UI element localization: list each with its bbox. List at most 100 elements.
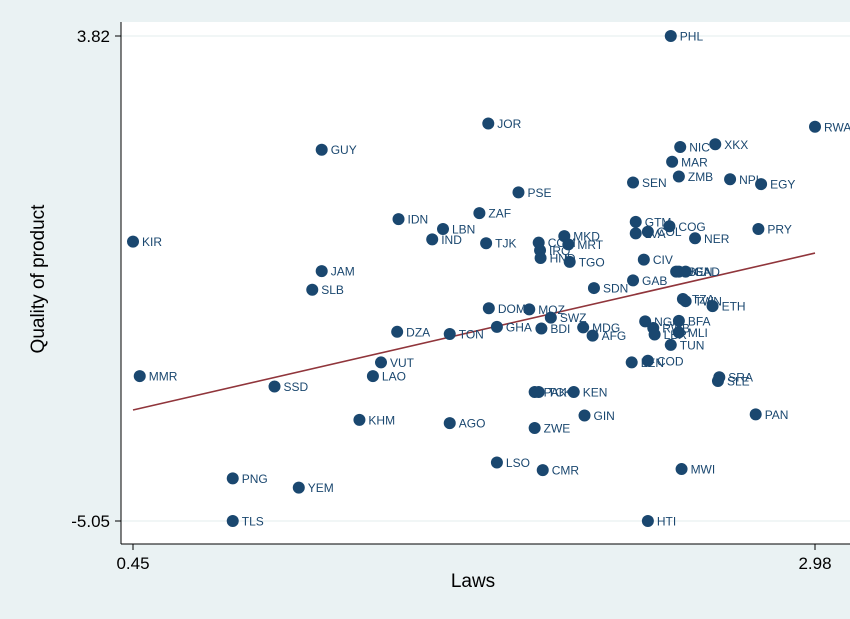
point-label-lao: LAO: [382, 370, 406, 384]
point-label-moz: MOZ: [538, 303, 565, 317]
data-point-guy: [315, 143, 328, 156]
x-tick-label-max: 2.98: [798, 554, 831, 573]
y-tick-label-max: 3.82: [77, 27, 110, 46]
point-label-lso: LSO: [506, 456, 530, 470]
point-label-yem: YEM: [308, 481, 334, 495]
point-label-nic: NIC: [689, 140, 710, 154]
point-label-tck: TCK: [548, 385, 572, 399]
y-tick-label-min: -5.05: [71, 512, 110, 531]
point-label-zaf: ZAF: [488, 207, 511, 221]
data-point-cmr: [536, 464, 549, 477]
data-point-ton: [443, 327, 456, 340]
data-point-cod: [641, 354, 654, 367]
point-label-ton: TON: [459, 327, 484, 341]
data-point-eth: [706, 300, 719, 313]
data-point-npl: [724, 173, 737, 186]
data-point-afg: [586, 329, 599, 342]
data-point-lbr: [648, 328, 661, 341]
data-point-mar: [666, 155, 679, 168]
point-label-guy: GUY: [331, 143, 357, 157]
point-label-ben: BEN: [688, 265, 713, 279]
point-label-col: COL: [657, 225, 682, 239]
data-point-cog: [663, 220, 676, 233]
point-label-ago: AGO: [459, 417, 486, 431]
data-point-png: [226, 472, 239, 485]
data-point-vut: [375, 356, 387, 369]
point-label-mwi: MWI: [691, 463, 716, 477]
data-point-kir: [127, 235, 139, 248]
data-point-twn: [679, 295, 692, 308]
data-point-egy: [755, 178, 768, 191]
point-label-ssd: SSD: [284, 380, 309, 394]
point-label-cad: CAD: [695, 265, 721, 279]
data-point-ken: [567, 385, 580, 398]
data-point-lao: [366, 370, 379, 383]
point-label-ner: NER: [704, 232, 730, 246]
data-point-dza: [391, 325, 404, 338]
data-point-tun: [664, 338, 677, 351]
point-label-rwa: RWA: [824, 120, 850, 134]
point-label-pan: PAN: [765, 408, 789, 422]
point-label-hti: HTI: [657, 515, 676, 529]
data-point-mwi: [675, 463, 688, 476]
point-label-jor: JOR: [497, 117, 521, 131]
data-point-pry: [752, 223, 765, 236]
point-label-mkd: MKD: [573, 230, 600, 244]
point-label-mar: MAR: [681, 155, 708, 169]
data-point-khm: [353, 413, 366, 426]
data-point-swz: [544, 311, 557, 324]
data-point-gab: [627, 274, 640, 287]
data-point-ago: [443, 417, 456, 430]
data-point-mdg: [577, 321, 590, 334]
data-point-lbn: [437, 223, 449, 236]
point-label-mmr: MMR: [149, 370, 178, 384]
data-point-yem: [292, 481, 305, 494]
data-point-sdn: [587, 282, 600, 295]
point-label-vut: VUT: [390, 356, 415, 370]
point-label-ind: IND: [441, 233, 462, 247]
point-label-mrt: MRT: [577, 238, 603, 252]
point-label-slb: SLB: [321, 283, 344, 297]
data-point-pan: [749, 408, 762, 421]
point-label-eth: ETH: [722, 300, 746, 314]
data-point-hnd: [534, 251, 547, 264]
point-label-mli: MLI: [688, 326, 708, 340]
data-point-pse: [512, 186, 525, 199]
point-label-dza: DZA: [406, 325, 430, 339]
point-label-lbn: LBN: [452, 223, 475, 237]
data-point-cad: [679, 265, 692, 278]
data-point-sle: [711, 375, 724, 388]
data-point-bfa: [672, 314, 685, 327]
data-point-gtm: [629, 215, 642, 228]
data-point-slb: [306, 283, 319, 296]
data-point-lva: [629, 227, 642, 240]
point-label-irq: IRQ: [549, 244, 570, 258]
data-point-mli: [672, 326, 685, 339]
point-label-jam: JAM: [331, 265, 355, 279]
point-label-cmr: CMR: [552, 464, 580, 478]
point-label-sle: SLE: [727, 375, 750, 389]
axis-ticks: [115, 35, 816, 550]
data-point-lso: [490, 456, 503, 469]
data-point-ssd: [268, 380, 281, 393]
data-point-tjk: [480, 237, 493, 250]
data-point-tgo: [563, 255, 576, 268]
point-label-gab: GAB: [642, 274, 667, 288]
fitted-regression-line: [132, 252, 816, 411]
data-point-sen: [627, 176, 640, 189]
point-label-sdn: SDN: [603, 282, 628, 296]
point-label-swz: SWZ: [560, 311, 587, 325]
point-label-tgo: TGO: [579, 255, 605, 269]
data-point-civ: [637, 253, 650, 266]
data-point-idn: [392, 213, 405, 226]
x-tick-label-min: 0.45: [116, 554, 149, 573]
data-point-phl: [664, 30, 677, 42]
point-label-mdg: MDG: [592, 321, 620, 335]
data-point-ind: [426, 233, 439, 246]
point-label-bfa: BFA: [688, 314, 711, 328]
point-label-dom: DOM: [498, 302, 526, 316]
point-label-gin: GIN: [594, 409, 615, 423]
point-label-idn: IDN: [408, 213, 429, 227]
point-label-civ: CIV: [653, 253, 673, 267]
x-axis-title: Laws: [451, 571, 495, 592]
